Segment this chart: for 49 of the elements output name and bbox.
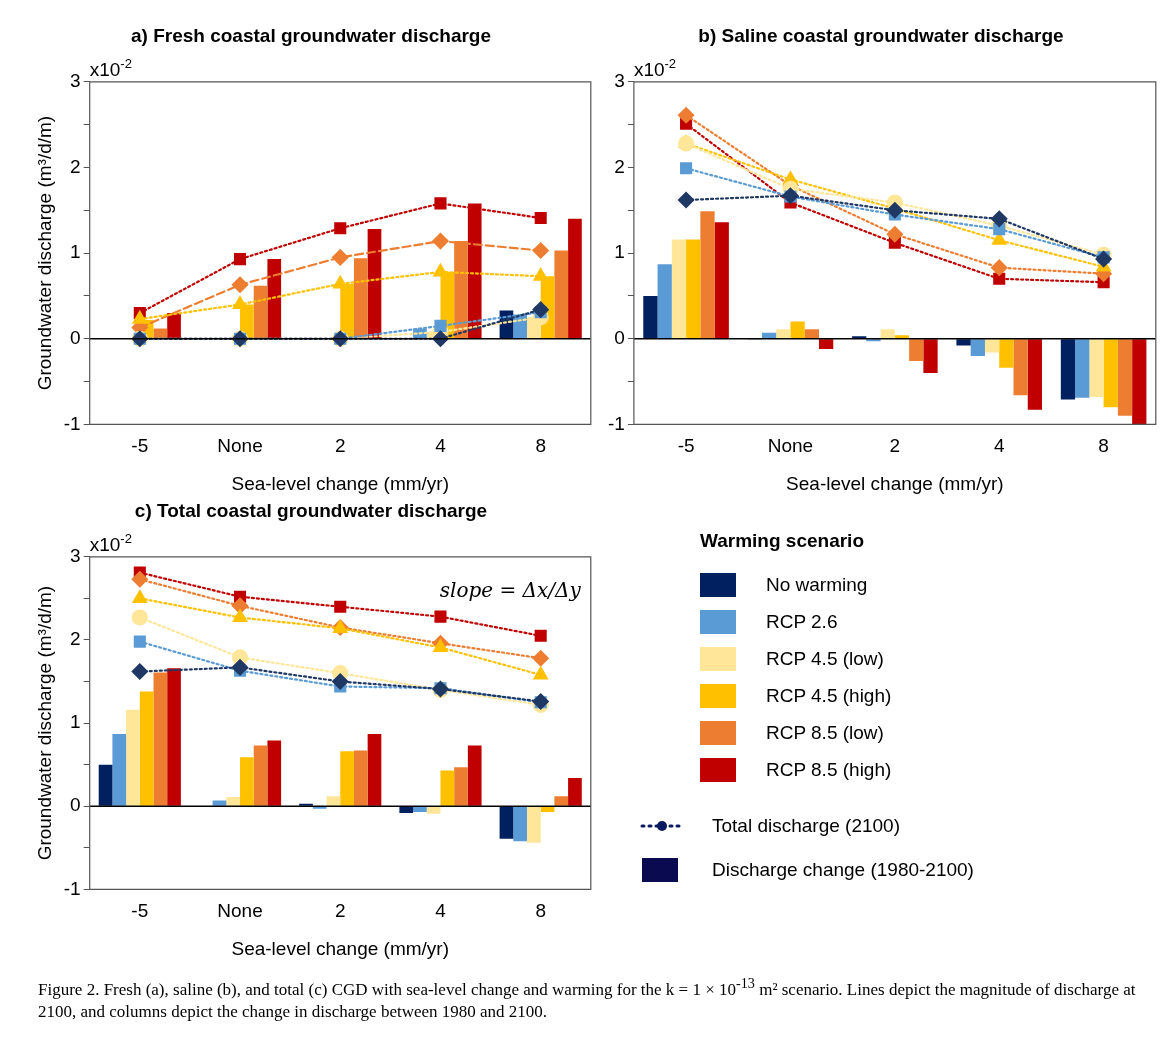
legend-label: RCP 2.6 xyxy=(766,610,838,633)
y-tick-label: 1 xyxy=(614,241,625,263)
y-tick-label: 3 xyxy=(70,70,81,92)
text: Figure 2. Fresh (a), saline (b), and total (c) CGD with sea-level change and warming for the k = 1 × 10$^{-13}$ m² scenario. Lines depict the magnitude of discharge at 2100, and columns depict the change in discharge between 1980 and 2100. xyxy=(38,975,1136,1021)
x-axis-title: Sea-level change (mm/yr) xyxy=(786,472,1004,494)
legend-label: RCP 8.5 (low) xyxy=(766,721,884,744)
x-tick-label: None xyxy=(217,435,263,457)
x-tick-label: 4 xyxy=(993,435,1005,457)
x-tick-label: 2 xyxy=(334,900,346,922)
x-tick-label: 8 xyxy=(535,900,546,922)
y-tick-label: 2 xyxy=(70,155,81,177)
y-tick-label: -1 xyxy=(607,412,625,434)
text: Discharge change (1980-2100) xyxy=(712,859,974,881)
legend-label: No warming xyxy=(766,573,868,596)
x-tick-label: 2 xyxy=(889,435,901,457)
y-axis-title: Groundwater discharge (m³/d/m) xyxy=(33,585,55,861)
chart-title: a) Fresh coastal groundwater discharge xyxy=(130,24,492,46)
x-axis-title: Sea-level change (mm/yr) xyxy=(231,472,450,494)
y-axis-title: Groundwater discharge (m³/d/m) xyxy=(33,115,55,391)
x-axis-title: Sea-level change (mm/yr) xyxy=(231,937,450,959)
x-tick-label: None xyxy=(217,900,263,922)
legend-label: RCP 8.5 (high) xyxy=(766,758,892,781)
legend-label: RCP 4.5 (low) xyxy=(766,647,884,670)
chart-title: b) Saline coastal groundwater discharge xyxy=(698,24,1064,46)
y-tick-label: -1 xyxy=(63,412,81,434)
x-tick-label: 4 xyxy=(435,900,447,922)
x-tick-label: 8 xyxy=(535,435,546,457)
chart-title: c) Total coastal groundwater discharge xyxy=(134,499,488,521)
y-tick-label: 3 xyxy=(70,545,81,567)
x-tick-label: 4 xyxy=(435,435,447,457)
text: Total discharge (2100) xyxy=(712,815,900,837)
y-tick-label: 3 xyxy=(614,70,625,92)
x-tick-label: -5 xyxy=(131,435,149,457)
y-tick-label: 0 xyxy=(70,794,81,816)
y-tick-label: -1 xyxy=(63,877,81,899)
y-tick-label: 1 xyxy=(70,241,81,263)
x-tick-label: 2 xyxy=(334,435,346,457)
y-tick-label: 2 xyxy=(614,155,625,177)
y-tick-label: 2 xyxy=(70,628,81,650)
y-tick-label: 1 xyxy=(70,711,81,733)
annotation: slope = Δx/Δy xyxy=(439,577,582,602)
legend-label: RCP 4.5 (high) xyxy=(766,684,892,707)
y-tick-label: 0 xyxy=(70,326,81,348)
x-tick-label: 8 xyxy=(1098,435,1109,457)
legend-title: Warming scenario xyxy=(700,530,865,552)
x-tick-label: -5 xyxy=(677,435,695,457)
x-tick-label: None xyxy=(767,435,814,457)
x-tick-label: -5 xyxy=(131,900,149,922)
y-tick-label: 0 xyxy=(614,326,625,348)
